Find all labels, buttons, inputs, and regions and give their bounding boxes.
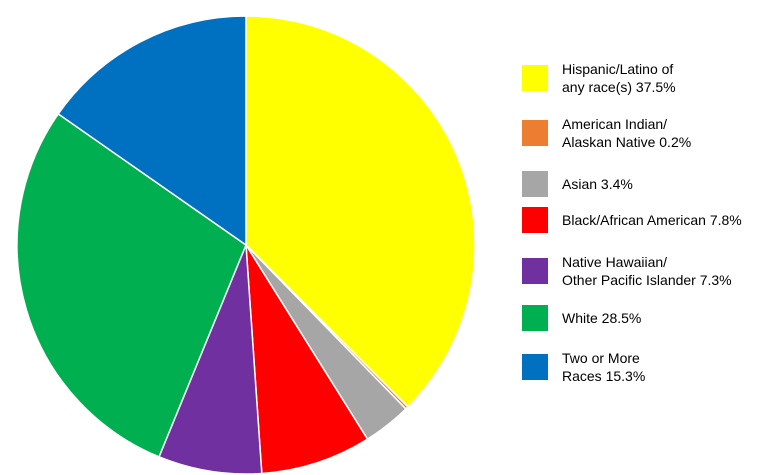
legend-label-0: Hispanic/Latino of any race(s) 37.5% [562,61,676,95]
pie-slice-6 [57,15,247,246]
legend-item-3: Black/African American 7.8% [522,202,742,238]
legend-item-5: White 28.5% [522,300,641,336]
legend-label-1: American Indian/ Alaskan Native 0.2% [562,116,692,150]
legend-swatch-0 [522,65,548,91]
pie-slice-4 [158,244,263,475]
legend: Hispanic/Latino of any race(s) 37.5% Amer… [522,0,758,475]
legend-item-2: Asian 3.4% [522,166,633,202]
legend-label-4: Native Hawaiian/ Other Pacific Islander … [562,254,732,288]
legend-item-1: American Indian/ Alaskan Native 0.2% [522,115,691,151]
legend-item-6: Two or More Races 15.3% [522,349,645,385]
pie-slice-3 [245,244,369,475]
legend-item-0: Hispanic/Latino of any race(s) 37.5% [522,60,676,96]
pie-slice-5 [16,113,247,458]
legend-swatch-4 [522,258,548,284]
legend-label-6: Two or More Races 15.3% [562,350,646,384]
legend-swatch-5 [522,305,548,331]
legend-label-3: Black/African American 7.8% [562,212,742,228]
pie-slice-0 [245,15,476,408]
legend-swatch-6 [522,354,548,380]
legend-swatch-1 [522,120,548,146]
legend-label-5: White 28.5% [562,310,642,326]
legend-label-2: Asian 3.4% [562,176,633,192]
legend-swatch-2 [522,171,548,197]
legend-swatch-3 [522,207,548,233]
legend-item-4: Native Hawaiian/ Other Pacific Islander … [522,253,732,289]
